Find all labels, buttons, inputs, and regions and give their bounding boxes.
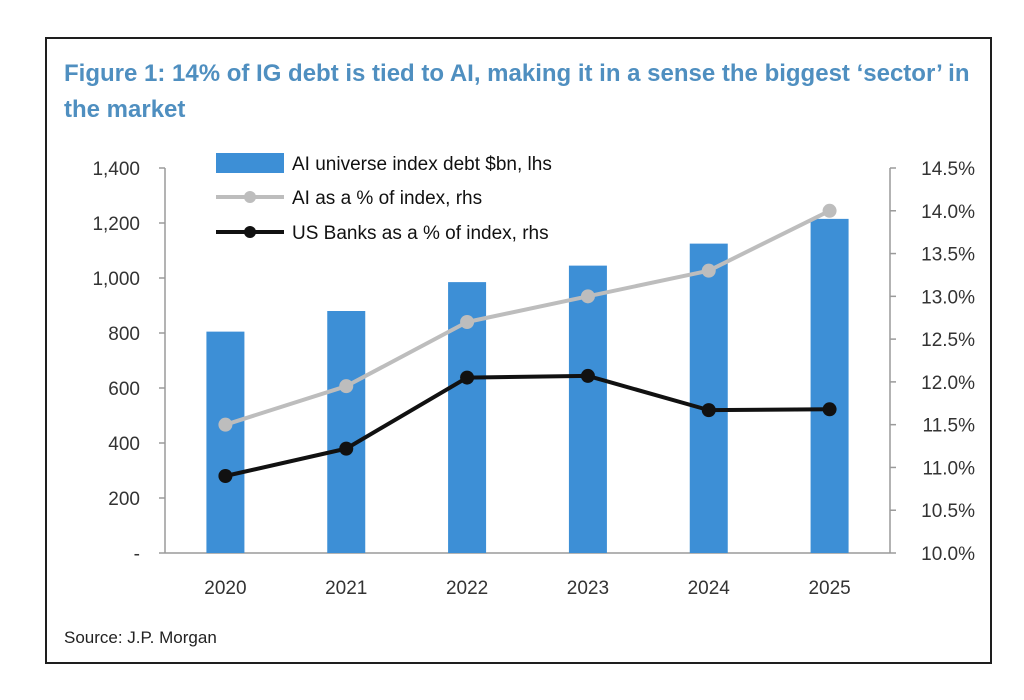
- left-tick-label: 1,200: [92, 214, 140, 235]
- bar: [689, 243, 728, 553]
- legend-label: AI universe index debt $bn, lhs: [292, 154, 552, 175]
- right-tick-label: 14.0%: [921, 202, 975, 223]
- right-tick-label: 12.5%: [921, 330, 975, 351]
- x-tick-label: 2021: [325, 578, 367, 599]
- banks-share-point: [701, 403, 716, 418]
- left-tick-label: 1,400: [92, 159, 140, 180]
- legend: AI universe index debt $bn, lhs AI as a %…: [216, 153, 552, 244]
- bar: [568, 265, 607, 553]
- banks-share-point: [218, 469, 233, 483]
- right-tick-label: 13.0%: [921, 287, 975, 308]
- legend-swatch-bar: [216, 153, 284, 173]
- right-tick-label: 10.0%: [921, 544, 975, 565]
- x-tick-label: 2024: [688, 578, 731, 599]
- left-tick-label: 600: [108, 379, 140, 400]
- ai-share-point: [460, 315, 475, 329]
- ai-share-point: [701, 263, 716, 278]
- source-note: Source: J.P. Morgan: [64, 628, 217, 647]
- ai-share-point: [580, 289, 595, 304]
- right-tick-label: 11.0%: [923, 458, 976, 479]
- right-tick-label: 14.5%: [921, 159, 975, 180]
- legend-label: AI as a % of index, rhs: [292, 188, 482, 209]
- bar-series: [206, 218, 849, 553]
- right-tick-label: 12.0%: [921, 373, 975, 394]
- ai-share-point: [822, 203, 837, 218]
- ai-share-point: [218, 417, 233, 432]
- left-tick-label: 800: [108, 324, 140, 345]
- legend-label: US Banks as a % of index, rhs: [292, 223, 549, 244]
- left-tick-label: 1,000: [92, 269, 140, 290]
- right-tick-label: 10.5%: [921, 501, 975, 522]
- bar: [327, 311, 366, 553]
- left-tick-label: -: [134, 544, 140, 565]
- left-tick-label: 400: [108, 434, 140, 455]
- legend-marker-ai: [244, 191, 256, 203]
- legend-marker-banks: [244, 226, 256, 238]
- x-tick-label: 2022: [446, 578, 488, 599]
- chart-title: Figure 1: 14% of IG debt is tied to AI, …: [64, 60, 970, 123]
- axes: - 200 400 600 800 1,000 1,200 1,400 10.0% 10.5% 11…: [92, 159, 975, 599]
- right-tick-label: 13.5%: [921, 245, 975, 266]
- right-tick-label: 11.5%: [923, 416, 976, 437]
- x-tick-label: 2023: [567, 578, 609, 599]
- ai-share-point: [339, 379, 354, 394]
- left-tick-label: 200: [108, 489, 140, 510]
- x-tick-label: 2020: [204, 578, 246, 599]
- bar: [810, 218, 849, 553]
- banks-share-point: [339, 441, 354, 456]
- banks-share-point: [460, 370, 475, 385]
- line-series: [218, 203, 837, 483]
- banks-share-point: [822, 402, 837, 417]
- banks-share-point: [580, 368, 595, 383]
- ai-share-line: [224, 208, 831, 427]
- banks-share-line: [224, 373, 830, 478]
- bar: [206, 331, 245, 553]
- x-tick-label: 2025: [808, 578, 850, 599]
